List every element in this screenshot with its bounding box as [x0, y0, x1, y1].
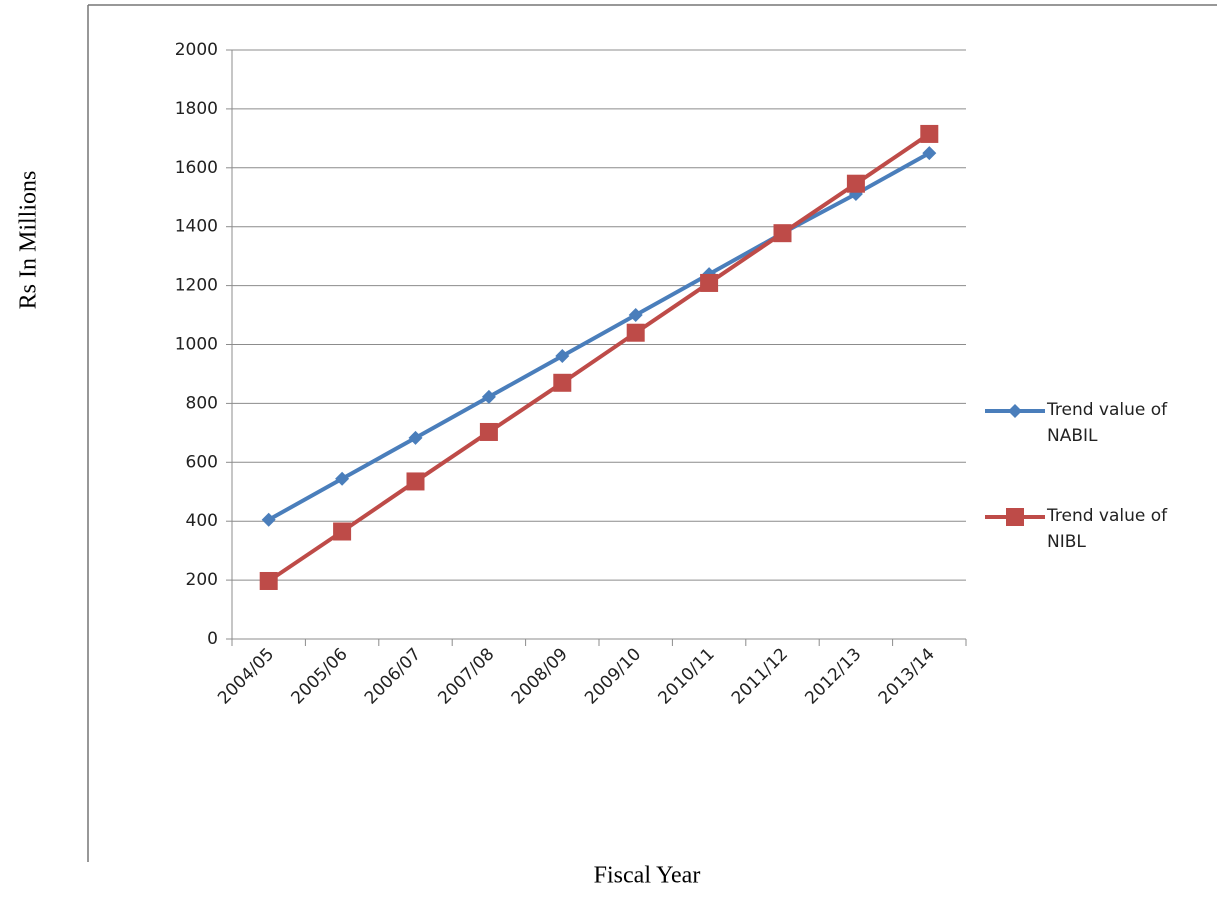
x-tick-label: 2007/08 [434, 644, 498, 708]
x-tick-label: 2008/09 [508, 644, 572, 708]
y-tick-label: 200 [186, 570, 218, 590]
series-line [267, 151, 931, 522]
x-tick-label: 2012/13 [801, 644, 865, 708]
marker [408, 430, 423, 445]
y-tick-label: 1600 [175, 158, 218, 178]
marker [261, 512, 276, 527]
x-tick-label: 2004/05 [214, 644, 278, 708]
y-tick-label: 800 [186, 393, 218, 413]
marker [846, 174, 865, 193]
marker [626, 323, 645, 342]
x-tick-label: 2009/10 [581, 644, 645, 708]
marker [553, 373, 572, 392]
legend-marker [1008, 404, 1022, 418]
x-tick-label: 2011/12 [728, 644, 792, 708]
x-axis-title: Fiscal Year [594, 863, 701, 889]
y-tick-label: 2000 [175, 40, 218, 60]
legend-label: Trend value of NIBL [1047, 506, 1168, 552]
y-axis-title: Rs In Millions [16, 171, 42, 310]
y-tick-label: 1000 [175, 335, 218, 355]
marker [773, 224, 792, 243]
legend-label: Trend value of NABIL [1047, 400, 1168, 446]
x-tick-label: 2013/14 [875, 644, 939, 708]
marker [259, 571, 278, 590]
y-tick-label: 600 [186, 452, 218, 472]
marker [922, 146, 937, 161]
marker [700, 273, 719, 292]
marker [406, 472, 425, 491]
legend-marker [1006, 508, 1024, 526]
marker [479, 422, 498, 441]
series-line [267, 132, 931, 583]
y-tick-label: 1800 [175, 99, 218, 119]
y-tick-label: 1200 [175, 276, 218, 296]
y-tick-label: 0 [207, 629, 218, 649]
x-tick-label: 2010/11 [655, 644, 719, 708]
x-tick-label: 2005/06 [288, 644, 352, 708]
x-tick-label: 2006/07 [361, 644, 425, 708]
marker [335, 471, 350, 486]
y-tick-label: 1400 [175, 217, 218, 237]
marker [628, 308, 643, 323]
y-tick-label: 400 [186, 511, 218, 531]
marker [333, 522, 352, 541]
marker [555, 348, 570, 363]
marker [481, 389, 496, 404]
marker [920, 124, 939, 143]
